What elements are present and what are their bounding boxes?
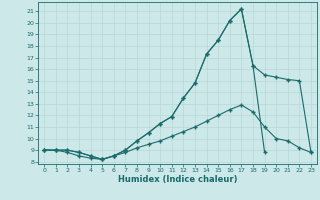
X-axis label: Humidex (Indice chaleur): Humidex (Indice chaleur) bbox=[118, 175, 237, 184]
